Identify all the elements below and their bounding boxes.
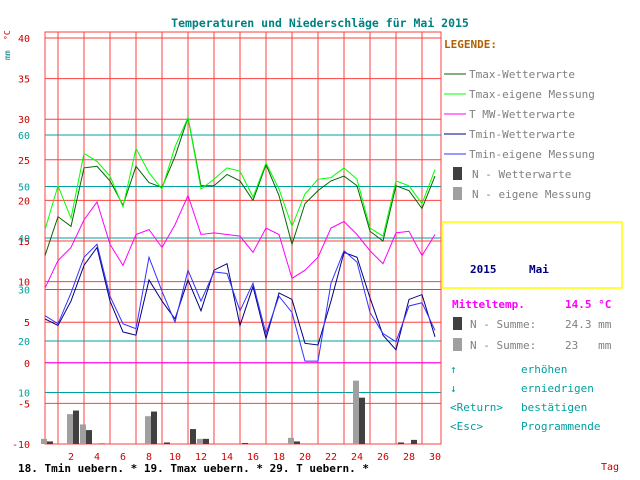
mitteltemp-label: Mitteltemp.: [452, 298, 525, 311]
precip-bar: [99, 443, 105, 444]
key-help: ↑ erhöhen ↓ erniedrigen <Return> bestätigen <E…: [450, 363, 600, 433]
precip-bar: [294, 441, 300, 444]
footer-note: 18. Tmin uebern. * 19. Tmax uebern. * 29…: [18, 462, 369, 475]
y-tick-temp: 5: [24, 318, 30, 329]
legend-label: Tmax-Wetterwarte: [469, 68, 575, 81]
y-tick-temp: 30: [18, 115, 30, 126]
key-action: erhöhen: [521, 363, 567, 376]
nsumme2-label: N - Summe:: [470, 339, 536, 352]
period-month: Mai: [529, 263, 549, 276]
precip-bar: [86, 430, 92, 444]
mitteltemp-value: 14.5 °C: [565, 298, 611, 311]
key-name: ↓: [450, 382, 457, 395]
chart-title: Temperaturen und Niederschläge für Mai 2…: [171, 16, 469, 30]
precip-bar: [73, 410, 79, 444]
y-tick-temp: 0: [24, 359, 30, 370]
y-tick-temp: 20: [18, 196, 30, 207]
precip-bar: [398, 442, 404, 444]
y-tick-temp: 40: [18, 34, 30, 45]
precip-bar: [145, 416, 151, 444]
precip-bar: [151, 411, 157, 444]
legend-label: Tmin-Wetterwarte: [469, 128, 575, 141]
key-name: ↑: [450, 363, 457, 376]
legend-label: Tmax-eigene Messung: [469, 88, 595, 101]
period-year: 2015: [470, 263, 497, 276]
key-action: erniedrigen: [521, 382, 594, 395]
series-line: [44, 115, 436, 237]
precip-bar: [47, 441, 53, 444]
key-action: bestätigen: [521, 401, 587, 414]
legend-swatch: [453, 187, 462, 200]
precip-bar: [190, 429, 196, 444]
precip-bar: [242, 442, 248, 444]
y-unit-celsius: °C: [3, 30, 12, 40]
y-tick-mm: 10: [18, 389, 30, 400]
legend: Tmax-Wetterwarte Tmax-eigene Messung T MW-…: [444, 68, 595, 201]
x-tick: 20: [299, 452, 311, 463]
precip-bar: [41, 438, 47, 444]
x-tick: 26: [377, 452, 389, 463]
y-tick-mm: 30: [18, 286, 30, 297]
legend-label: N - Wetterwarte: [472, 168, 571, 181]
x-tick: 16: [247, 452, 259, 463]
nsumme2-swatch: [453, 338, 462, 351]
y-tick-temp: 35: [18, 75, 30, 86]
legend-label: Tmin-eigene Messung: [469, 148, 595, 161]
precip-bar: [197, 438, 203, 444]
y-tick-mm: 40: [18, 234, 30, 245]
key-name: <Esc>: [450, 420, 483, 433]
series-line: [44, 243, 436, 362]
period-panel: [441, 221, 623, 289]
nsumme1-label: N - Summe:: [470, 318, 536, 331]
series-line: [44, 194, 436, 289]
x-axis-label: Tag: [601, 462, 619, 473]
x-tick: 4: [94, 452, 100, 463]
x-tick: 14: [221, 452, 233, 463]
precip-bar: [80, 424, 86, 444]
x-tick: 18: [273, 452, 285, 463]
precip-bar: [164, 442, 170, 444]
nsumme1-value: 24.3 mm: [565, 318, 612, 331]
y-tick-temp: -5: [18, 399, 30, 410]
precip-bar: [411, 439, 417, 444]
nsumme1-swatch: [453, 317, 462, 330]
series-line: [44, 115, 436, 256]
legend-label: N - eigene Messung: [472, 188, 591, 201]
legend-swatch: [453, 167, 462, 180]
x-tick: 22: [325, 452, 337, 463]
y-tick-temp: 15: [18, 237, 30, 248]
x-tick: 8: [146, 452, 152, 463]
y-tick-mm: 50: [18, 183, 30, 194]
temperature-lines: [44, 115, 436, 362]
precip-bar: [203, 438, 209, 444]
precip-bar: [67, 414, 73, 444]
x-tick: 30: [429, 452, 441, 463]
x-tick: 12: [195, 452, 207, 463]
precip-bar: [353, 380, 359, 444]
x-tick: 24: [351, 452, 363, 463]
precipitation-bars: [41, 380, 417, 444]
y-tick-temp: 10: [18, 278, 30, 289]
y-tick-temp: -10: [12, 440, 30, 451]
nsumme2-value: 23 mm: [565, 339, 612, 352]
x-tick: 10: [169, 452, 181, 463]
grid: [44, 31, 442, 445]
x-tick: 6: [120, 452, 126, 463]
key-name: <Return>: [450, 401, 503, 414]
y-tick-mm: 60: [18, 131, 30, 142]
key-action: Programmende: [521, 420, 600, 433]
y-tick-mm: 20: [18, 337, 30, 348]
precip-bar: [359, 397, 365, 444]
x-tick: 28: [403, 452, 415, 463]
x-tick: 2: [68, 452, 74, 463]
series-line: [44, 246, 436, 351]
precip-bar: [288, 437, 294, 444]
legend-label: T MW-Wetterwarte: [469, 108, 575, 121]
legend-title: LEGENDE:: [444, 38, 497, 51]
y-tick-temp: 25: [18, 156, 30, 167]
y-unit-mm: mm: [3, 50, 12, 60]
